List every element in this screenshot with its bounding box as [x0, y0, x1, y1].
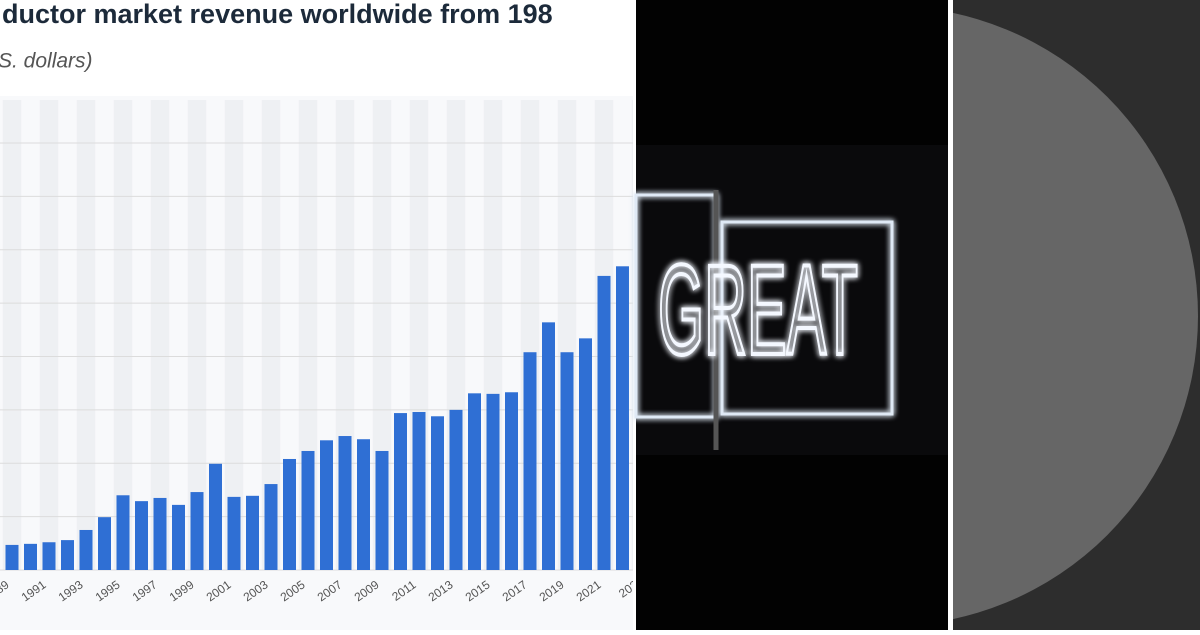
bar	[505, 392, 518, 570]
stripe	[2, 100, 22, 570]
bar	[227, 496, 241, 570]
bar	[468, 393, 481, 570]
stripe	[187, 100, 207, 570]
x-tick-label: 89	[0, 577, 12, 596]
bar	[190, 492, 204, 570]
window	[636, 145, 948, 455]
stripe	[224, 100, 244, 570]
circle	[953, 12, 1198, 620]
bar	[412, 412, 426, 570]
bar	[246, 495, 259, 570]
bar	[597, 275, 611, 570]
bar	[98, 517, 111, 570]
chart-subtitle: S. dollars)	[0, 50, 93, 73]
bar	[42, 542, 56, 570]
bar	[394, 413, 407, 570]
bar	[61, 540, 74, 570]
bar	[560, 352, 574, 570]
stripe	[631, 100, 633, 570]
neon-text: GREAT	[658, 239, 858, 382]
stripe	[39, 100, 59, 570]
bar	[431, 416, 444, 570]
bar	[172, 504, 185, 570]
stripe	[261, 100, 281, 570]
chart-title: ductor market revenue worldwide from 198	[2, 0, 553, 29]
neon-frame	[720, 220, 894, 416]
bar	[523, 352, 537, 570]
bar	[5, 544, 19, 570]
stripe	[150, 100, 170, 570]
bar	[486, 393, 500, 570]
bar	[375, 450, 389, 570]
bar	[116, 495, 130, 570]
stripe	[113, 100, 133, 570]
bar	[209, 463, 222, 570]
bar	[357, 439, 370, 570]
bar	[542, 322, 555, 570]
bar	[153, 497, 167, 570]
bar	[338, 436, 352, 570]
divider	[948, 0, 953, 630]
bar	[320, 440, 333, 570]
stripe	[76, 100, 96, 570]
bar	[283, 458, 296, 570]
bar	[24, 543, 37, 570]
bar	[79, 529, 93, 570]
bar	[449, 409, 463, 570]
bar	[264, 484, 278, 570]
bar	[579, 338, 592, 570]
bar	[135, 501, 148, 570]
bar	[301, 450, 315, 570]
bar	[616, 266, 629, 570]
